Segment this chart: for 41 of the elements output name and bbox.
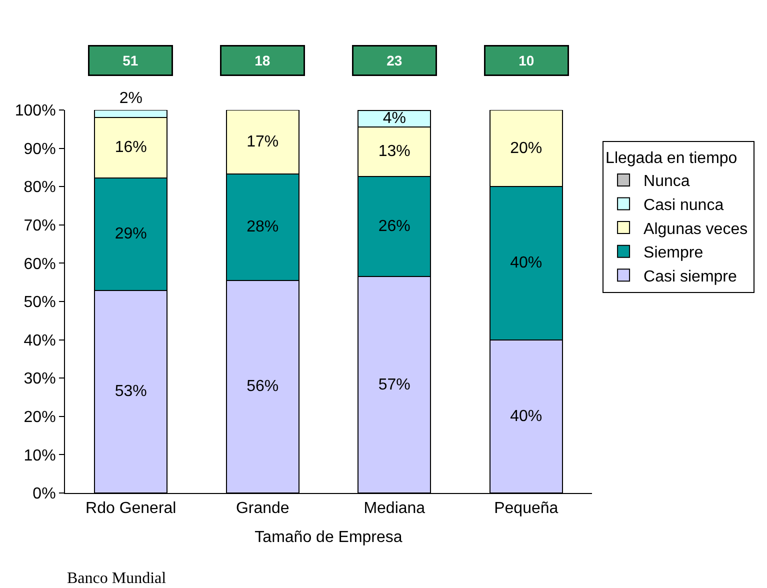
y-tick-label: 0%	[32, 486, 56, 503]
data-label: 16%	[114, 139, 147, 156]
data-label: 17%	[246, 133, 279, 150]
y-tick-label: 20%	[24, 409, 56, 426]
x-tick-label: Pequeña	[494, 500, 558, 518]
data-label: 28%	[246, 218, 279, 236]
data-label: 56%	[246, 378, 279, 396]
y-tick-label: 30%	[24, 370, 56, 388]
legend-label: Algunas veces	[644, 220, 748, 238]
data-label: 40%	[510, 254, 542, 272]
data-label: 13%	[378, 143, 410, 160]
y-tick-label: 10%	[24, 447, 56, 464]
data-label: 40%	[510, 408, 542, 425]
data-label: 29%	[114, 226, 147, 243]
text: 23	[386, 52, 402, 68]
data-label: 2%	[119, 90, 142, 107]
legend-label: Siempre	[644, 244, 704, 262]
text: 18	[254, 52, 270, 68]
text: Banco Mundial	[67, 570, 167, 587]
y-tick-label: 50%	[24, 294, 56, 312]
data-label: 57%	[378, 376, 410, 394]
y-tick-label: 80%	[24, 179, 56, 196]
legend-label: Nunca	[644, 173, 690, 190]
data-label: 53%	[114, 383, 147, 400]
y-tick-label: 100%	[14, 102, 56, 120]
y-tick-label: 70%	[24, 218, 56, 234]
legend-label: Casi nunca	[644, 196, 724, 214]
data-label: 26%	[378, 218, 410, 236]
x-tick-label: Grande	[236, 500, 290, 518]
legend-title: Llegada en tiempo	[606, 150, 738, 168]
x-axis-title: Tamaño de Empresa	[254, 528, 402, 546]
text: 10	[518, 52, 534, 68]
y-tick-label: 60%	[24, 256, 56, 273]
data-label: 20%	[510, 140, 542, 157]
legend-label: Casi siempre	[644, 268, 737, 286]
y-tick-label: 90%	[24, 140, 56, 158]
x-tick-label: Rdo General	[86, 500, 176, 518]
data-label: 4%	[382, 110, 406, 128]
y-tick-label: 40%	[24, 332, 56, 350]
text: 51	[122, 52, 138, 68]
x-tick-label: Mediana	[364, 500, 426, 518]
